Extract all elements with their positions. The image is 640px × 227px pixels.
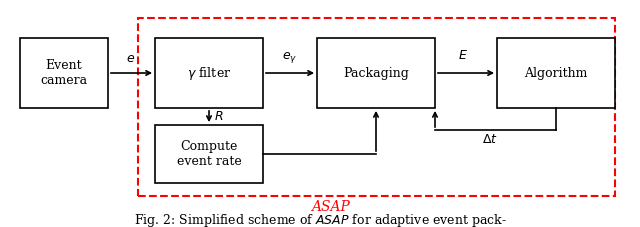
Bar (155, 125, 263, 183)
Text: ASAP: ASAP (310, 200, 349, 214)
Bar (138, 18, 615, 196)
Text: Event
camera: Event camera (40, 59, 88, 87)
Text: $e$: $e$ (127, 52, 136, 65)
Text: Compute
event rate: Compute event rate (177, 140, 241, 168)
Bar (155, 38, 263, 108)
Bar (317, 38, 435, 108)
Bar (497, 38, 615, 108)
Text: $E$: $E$ (458, 49, 468, 62)
Text: Algorithm: Algorithm (524, 67, 588, 79)
Text: Packaging: Packaging (343, 67, 409, 79)
Bar (20, 38, 108, 108)
Text: $\Delta t$: $\Delta t$ (482, 133, 498, 146)
Text: $\gamma$ filter: $\gamma$ filter (187, 64, 231, 81)
Text: Fig. 2: Simplified scheme of $ASAP$ for adaptive event pack-: Fig. 2: Simplified scheme of $ASAP$ for … (134, 212, 506, 227)
Text: $R$: $R$ (214, 109, 223, 123)
Text: $e_\gamma$: $e_\gamma$ (282, 50, 298, 65)
